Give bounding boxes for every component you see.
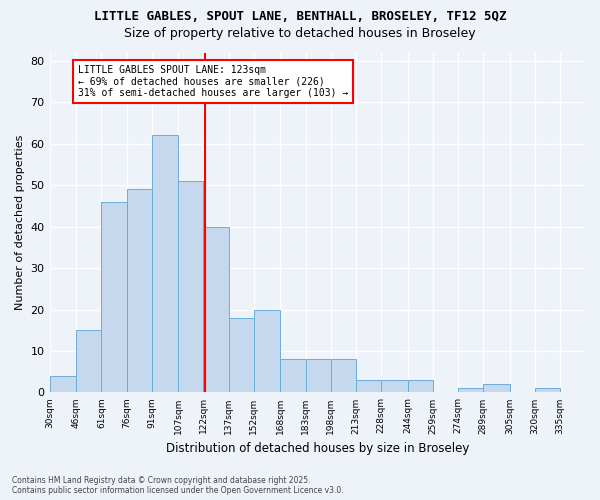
Bar: [381, 380, 407, 392]
Bar: [203, 226, 229, 392]
Bar: [76, 330, 101, 392]
Bar: [101, 202, 127, 392]
Bar: [50, 376, 76, 392]
Bar: [483, 384, 510, 392]
Bar: [254, 310, 280, 392]
Text: Contains HM Land Registry data © Crown copyright and database right 2025.
Contai: Contains HM Land Registry data © Crown c…: [12, 476, 344, 495]
X-axis label: Distribution of detached houses by size in Broseley: Distribution of detached houses by size …: [166, 442, 469, 455]
Bar: [407, 380, 433, 392]
Bar: [356, 380, 381, 392]
Text: Size of property relative to detached houses in Broseley: Size of property relative to detached ho…: [124, 28, 476, 40]
Text: LITTLE GABLES SPOUT LANE: 123sqm
← 69% of detached houses are smaller (226)
31% : LITTLE GABLES SPOUT LANE: 123sqm ← 69% o…: [78, 65, 348, 98]
Bar: [280, 360, 305, 392]
Bar: [535, 388, 560, 392]
Bar: [458, 388, 483, 392]
Bar: [305, 360, 331, 392]
Bar: [331, 360, 356, 392]
Bar: [152, 136, 178, 392]
Bar: [229, 318, 254, 392]
Bar: [178, 181, 203, 392]
Bar: [127, 190, 152, 392]
Y-axis label: Number of detached properties: Number of detached properties: [15, 135, 25, 310]
Text: LITTLE GABLES, SPOUT LANE, BENTHALL, BROSELEY, TF12 5QZ: LITTLE GABLES, SPOUT LANE, BENTHALL, BRO…: [94, 10, 506, 23]
